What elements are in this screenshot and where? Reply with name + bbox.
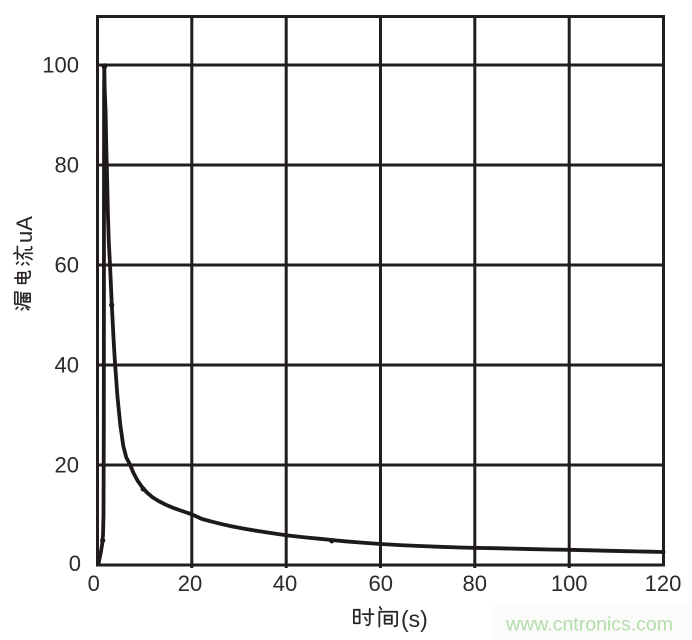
- svg-text:100: 100: [551, 571, 588, 596]
- svg-text:60: 60: [369, 571, 393, 596]
- svg-text:20: 20: [55, 453, 79, 478]
- svg-text:www.cntronics.com: www.cntronics.com: [505, 614, 673, 636]
- svg-text:0: 0: [69, 551, 81, 576]
- svg-text:uA: uA: [12, 216, 37, 243]
- svg-text:(s): (s): [401, 606, 428, 632]
- svg-text:20: 20: [178, 571, 202, 596]
- svg-text:120: 120: [645, 571, 682, 596]
- svg-text:60: 60: [55, 253, 79, 278]
- svg-text:80: 80: [463, 571, 487, 596]
- svg-text:100: 100: [42, 53, 79, 78]
- svg-text:40: 40: [55, 353, 79, 378]
- svg-text:80: 80: [55, 153, 79, 178]
- svg-text:40: 40: [273, 571, 297, 596]
- svg-text:0: 0: [88, 571, 100, 596]
